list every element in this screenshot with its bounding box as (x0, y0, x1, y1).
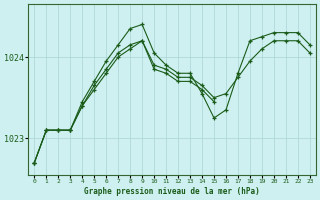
X-axis label: Graphe pression niveau de la mer (hPa): Graphe pression niveau de la mer (hPa) (84, 187, 260, 196)
